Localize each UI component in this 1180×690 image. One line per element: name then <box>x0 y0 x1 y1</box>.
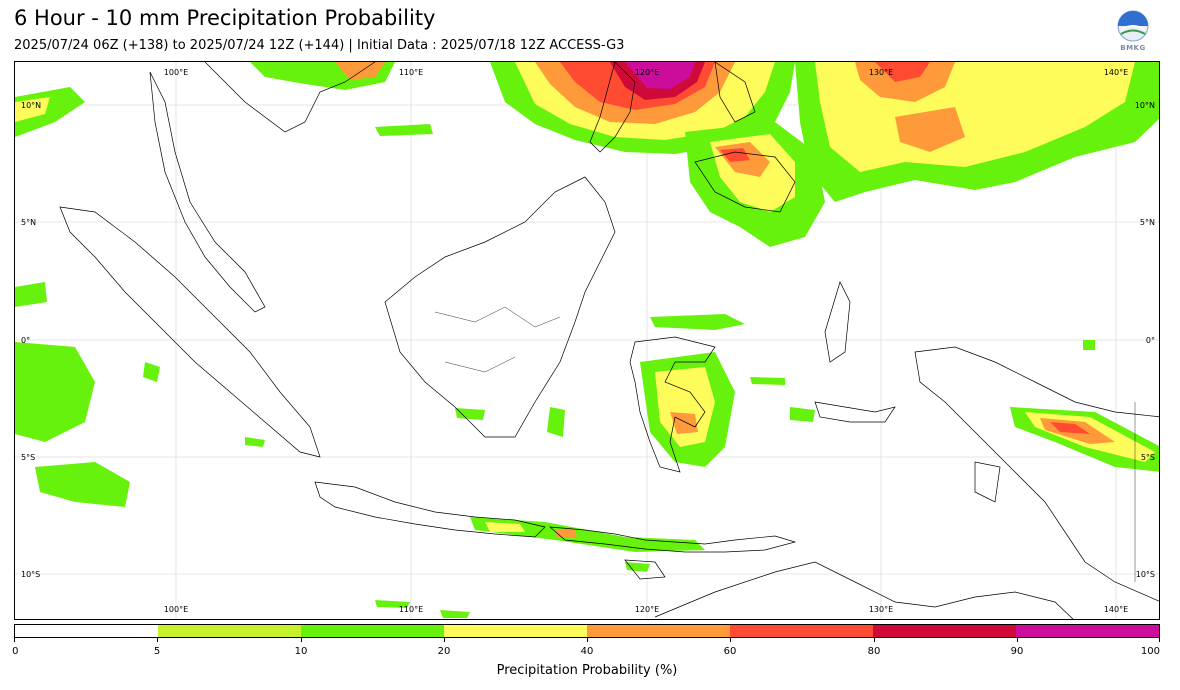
lat-label-right: 5°S <box>1141 453 1155 462</box>
colorbar-segment <box>444 625 587 637</box>
lon-label-bottom: 110°E <box>399 605 423 614</box>
lat-label-left: 10°S <box>21 570 40 579</box>
colorbar-ticks: 0 5 10 20 40 60 80 90 100 <box>12 638 1160 658</box>
colorbar-tick-mark <box>587 638 588 642</box>
map-canvas: 100°E 110°E 120°E 130°E 140°E 100°E 110°… <box>15 62 1159 619</box>
precipitation-map: 100°E 110°E 120°E 130°E 140°E 100°E 110°… <box>14 61 1160 620</box>
lon-label-bottom: 140°E <box>1104 605 1128 614</box>
lat-label-left: 10°N <box>21 101 41 110</box>
lon-label-top: 110°E <box>399 68 423 77</box>
colorbar-segment <box>158 625 301 637</box>
colorbar-segment <box>15 625 158 637</box>
colorbar-tick-mark <box>1017 638 1018 642</box>
lat-label-left: 0° <box>21 336 30 345</box>
colorbar-segment <box>873 625 1016 637</box>
lat-label-right: 10°S <box>1136 570 1155 579</box>
colorbar-tick-label: 40 <box>580 646 594 657</box>
logo-text: BMKG <box>1120 44 1146 52</box>
colorbar-tick-label: 0 <box>12 646 19 657</box>
precipitation-contours <box>15 62 1159 618</box>
lat-label-left: 5°N <box>21 218 36 227</box>
lat-labels-left: 10°N 5°N 0° 5°S 10°S <box>21 101 41 579</box>
colorbar-tick-label: 100 <box>1140 646 1160 657</box>
lon-label-top: 130°E <box>869 68 893 77</box>
lat-label-right: 5°N <box>1140 218 1155 227</box>
colorbar-tick-mark <box>730 638 731 642</box>
lon-label-top: 140°E <box>1104 68 1128 77</box>
colorbar-tick-label: 90 <box>1010 646 1024 657</box>
coastlines <box>59 62 1159 619</box>
borders <box>434 306 1136 582</box>
lon-label-top: 100°E <box>164 68 188 77</box>
lon-label-bottom: 130°E <box>869 605 893 614</box>
colorbar-tick-label: 10 <box>294 646 308 657</box>
lon-labels-top: 100°E 110°E 120°E 130°E 140°E <box>164 68 1128 77</box>
page-title: 6 Hour - 10 mm Precipitation Probability <box>14 6 436 30</box>
colorbar-tick-label: 5 <box>153 646 161 657</box>
lon-label-top: 120°E <box>635 68 659 77</box>
colorbar-tick-mark <box>874 638 875 642</box>
colorbar-tick-mark <box>157 638 158 642</box>
colorbar-tick-label: 80 <box>867 646 881 657</box>
lon-label-bottom: 100°E <box>164 605 188 614</box>
lat-label-right: 0° <box>1146 336 1155 345</box>
lat-labels-right: 10°N 5°N 0° 5°S 10°S <box>1135 101 1155 579</box>
colorbar-tick-label: 20 <box>437 646 451 657</box>
colorbar-tick-mark <box>1159 638 1160 642</box>
colorbar-tick-mark <box>444 638 445 642</box>
colorbar-title: Precipitation Probability (%) <box>496 663 678 678</box>
colorbar-segment <box>730 625 873 637</box>
bmkg-logo-icon <box>1117 10 1149 42</box>
lat-label-right: 10°N <box>1135 101 1155 110</box>
colorbar-segment <box>301 625 444 637</box>
colorbar-tick-label: 60 <box>723 646 737 657</box>
page-subtitle: 2025/07/24 06Z (+138) to 2025/07/24 12Z … <box>14 38 625 53</box>
colorbar-segment <box>587 625 730 637</box>
colorbar-tick-mark <box>14 638 15 642</box>
lon-labels-bottom: 100°E 110°E 120°E 130°E 140°E <box>164 605 1128 614</box>
lat-label-left: 5°S <box>21 453 35 462</box>
colorbar <box>14 624 1160 638</box>
colorbar-tick-mark <box>301 638 302 642</box>
lon-label-bottom: 120°E <box>635 605 659 614</box>
colorbar-segment <box>1016 625 1159 637</box>
